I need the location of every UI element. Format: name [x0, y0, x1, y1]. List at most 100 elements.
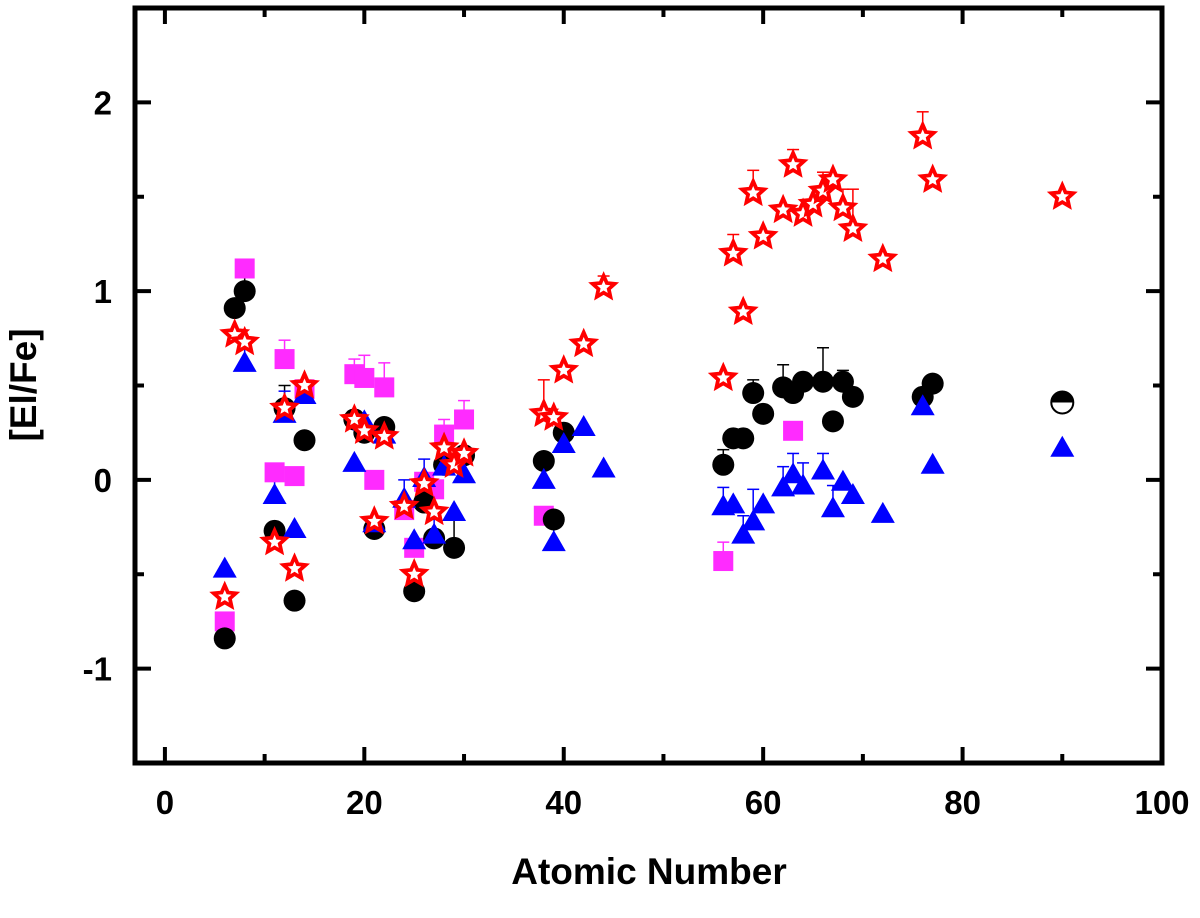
circle-point — [532, 450, 555, 472]
star-point-center — [786, 157, 800, 171]
star-point-center — [397, 499, 411, 512]
y-axis-title: [El/Fe] — [3, 328, 44, 441]
star-point-center — [736, 304, 750, 318]
star-point-center — [796, 206, 810, 220]
star-point-center — [557, 363, 571, 377]
y-tick-label: 1 — [94, 273, 112, 310]
square-point — [284, 466, 305, 487]
triangle-point — [1050, 435, 1075, 457]
star-point-center — [457, 446, 471, 460]
square-point — [454, 409, 475, 430]
star-point-center — [836, 201, 850, 214]
star-point-center — [347, 412, 362, 426]
star-point-center — [437, 440, 451, 454]
y-tick-label: -1 — [83, 651, 112, 688]
triangle-point — [810, 458, 835, 480]
square-point — [713, 551, 734, 572]
triangle-point — [920, 452, 945, 474]
triangle-point — [452, 462, 477, 484]
triangle-point — [342, 450, 367, 472]
triangle-point — [820, 496, 845, 518]
circle-point — [443, 536, 466, 559]
circle-point — [811, 370, 834, 393]
x-tick-label: 40 — [545, 784, 582, 821]
circle-point — [283, 589, 306, 612]
triangle-point — [771, 475, 796, 497]
y-tick-label: 0 — [94, 462, 112, 499]
circle-point — [792, 370, 815, 393]
star-point-center — [218, 589, 232, 603]
circle-point — [233, 280, 256, 303]
square-point — [374, 377, 395, 398]
star-point-center — [287, 561, 302, 575]
triangle-point — [422, 522, 447, 544]
circle-point — [921, 372, 944, 395]
star-point-center — [547, 410, 561, 424]
star-point-center — [427, 504, 441, 518]
triangle-point — [781, 462, 806, 484]
star-point-center — [357, 423, 371, 437]
triangle-point — [791, 473, 816, 495]
star-point-center — [916, 129, 930, 143]
star-point-center — [447, 457, 461, 471]
square-point — [274, 349, 295, 370]
star-point-center — [377, 429, 391, 443]
triangle-point — [232, 350, 257, 372]
triangle-point — [531, 467, 556, 489]
triangle-point — [840, 482, 865, 504]
triangle-point — [591, 456, 616, 478]
x-tick-label: 0 — [156, 784, 174, 821]
triangle-point — [721, 492, 746, 514]
triangle-point — [870, 501, 895, 523]
triangle-point — [830, 469, 855, 491]
star-point-center — [776, 202, 790, 216]
star-point-center — [577, 336, 591, 350]
circle-point — [542, 508, 565, 531]
star-point-center — [267, 535, 282, 548]
circle-point — [712, 453, 735, 476]
x-tick-label: 100 — [1134, 784, 1189, 821]
circle-point — [821, 410, 844, 433]
square-point — [264, 462, 285, 483]
data-points-layer — [209, 120, 1078, 650]
x-tick-label: 20 — [346, 784, 383, 821]
star-point-center — [816, 184, 830, 197]
star-point-center — [417, 476, 431, 490]
x-axis-title: Atomic Number — [511, 851, 786, 892]
x-tick-label: 80 — [944, 784, 981, 821]
triangle-point — [442, 499, 467, 521]
star-point-center — [238, 335, 252, 348]
star-point-center — [876, 252, 890, 265]
plot-frame — [132, 5, 1165, 766]
triangle-point — [551, 432, 576, 454]
star-point-center — [407, 567, 421, 580]
circle-point — [732, 427, 755, 450]
triangle-point — [741, 509, 766, 531]
circle-point — [293, 429, 316, 452]
square-point — [364, 469, 385, 490]
circle-point — [403, 580, 426, 603]
star-point-center — [367, 514, 381, 528]
half-circle-point-fill — [1051, 391, 1074, 403]
triangle-point — [571, 415, 596, 437]
star-point-center — [297, 378, 312, 392]
star-point-center — [846, 221, 860, 235]
square-point — [354, 367, 375, 388]
triangle-point — [262, 482, 287, 504]
star-point-center — [826, 172, 840, 186]
x-tick-label: 60 — [745, 784, 782, 821]
star-point-center — [1055, 189, 1069, 203]
square-point — [214, 611, 235, 632]
triangle-point — [751, 492, 776, 514]
circle-point — [742, 382, 765, 405]
triangle-point — [731, 522, 756, 544]
square-point — [234, 258, 255, 279]
star-point-center — [596, 280, 611, 294]
triangle-point — [282, 516, 307, 538]
circle-point — [841, 385, 864, 408]
star-point-center — [726, 246, 740, 260]
star-point-center — [756, 229, 770, 243]
star-point-center — [716, 370, 730, 384]
